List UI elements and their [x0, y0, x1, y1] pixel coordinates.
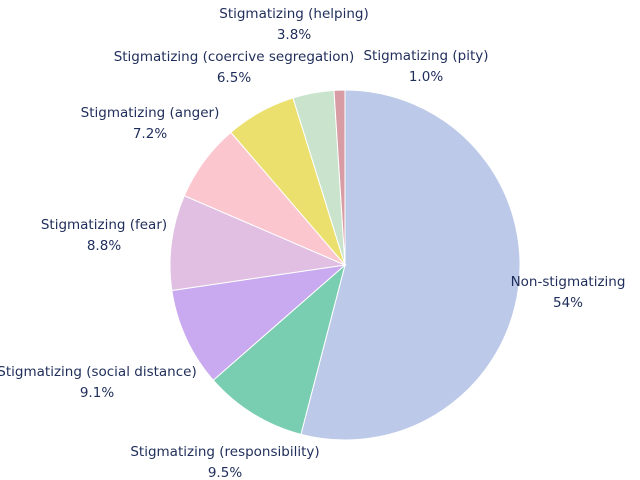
slice-value-stigmatizing-social-distance: 9.1% — [80, 385, 114, 401]
slice-value-stigmatizing-helping: 3.8% — [277, 27, 311, 43]
slice-label-stigmatizing-social-distance: Stigmatizing (social distance) — [0, 364, 197, 380]
pie-slice-stigmatizing-responsibility — [212, 263, 346, 435]
pie-slice-stigmatizing-social-distance — [171, 264, 347, 381]
pie-labels: Non-stigmatizing 54% Stigmatizing (respons… — [0, 6, 625, 480]
slice-value-stigmatizing-fear: 8.8% — [87, 238, 121, 254]
pie-slice-non-stigmatizing — [300, 89, 521, 441]
slice-label-non-stigmatizing: Non-stigmatizing — [511, 274, 626, 290]
slice-label-stigmatizing-coercive-segregation: Stigmatizing (coercive segregation) — [114, 49, 355, 65]
slice-label-stigmatizing-responsibility: Stigmatizing (responsibility) — [130, 444, 319, 460]
slice-label-stigmatizing-anger: Stigmatizing (anger) — [81, 105, 220, 121]
slice-value-stigmatizing-anger: 7.2% — [133, 126, 167, 142]
slice-value-non-stigmatizing: 54% — [553, 295, 583, 311]
slice-label-stigmatizing-fear: Stigmatizing (fear) — [41, 217, 167, 233]
pie-slices — [169, 89, 521, 441]
slice-value-stigmatizing-coercive-segregation: 6.5% — [217, 70, 251, 86]
slice-value-stigmatizing-responsibility: 9.5% — [208, 465, 242, 480]
pie-slice-stigmatizing-pity — [333, 89, 346, 266]
slice-value-stigmatizing-pity: 1.0% — [409, 69, 443, 85]
slice-label-stigmatizing-pity: Stigmatizing (pity) — [363, 48, 488, 64]
pie-slice-stigmatizing-fear — [169, 195, 347, 292]
slice-label-stigmatizing-helping: Stigmatizing (helping) — [219, 6, 369, 22]
